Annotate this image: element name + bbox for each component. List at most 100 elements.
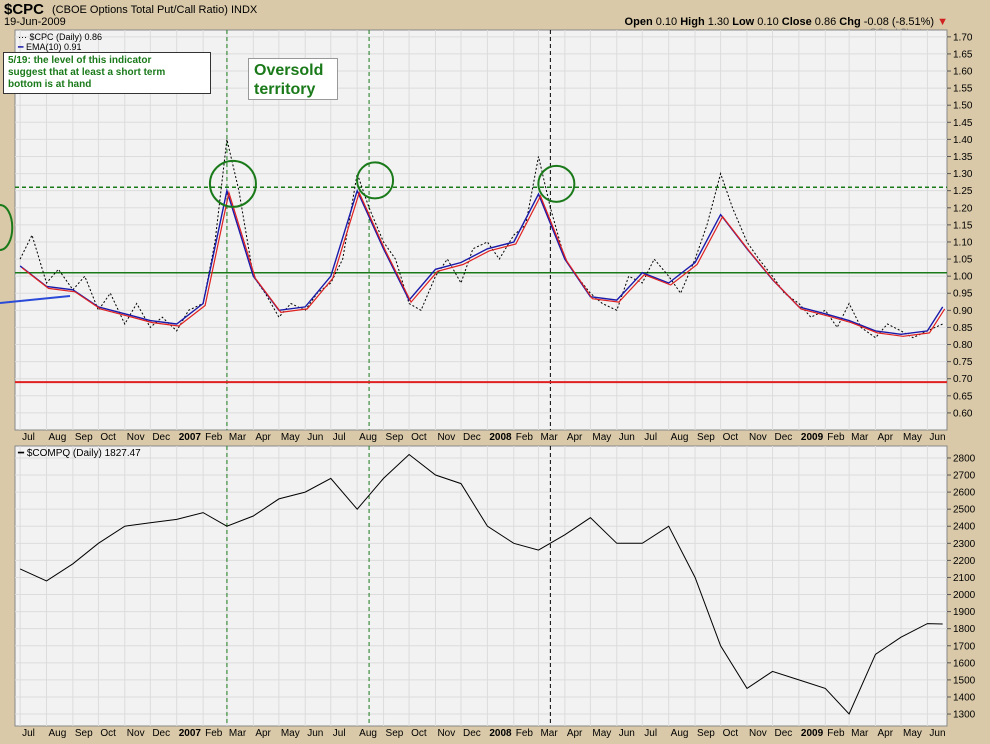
x-tick-label: Sep <box>386 432 404 443</box>
y-tick-label: 1.05 <box>953 255 973 266</box>
oversold-label: Oversold territory <box>248 58 338 100</box>
close-label: Close <box>781 16 812 28</box>
x-tick-label: Apr <box>567 432 583 443</box>
x-tick-label: 2009 <box>801 728 824 739</box>
x-tick-label: Jul <box>644 728 657 739</box>
y-tick-label: 1.55 <box>953 84 973 95</box>
x-tick-label: Mar <box>229 728 247 739</box>
y-tick-label: 1.25 <box>953 186 973 197</box>
trendline-sketch <box>0 295 71 304</box>
legend-ema-label: EMA(10) 0.91 <box>25 42 82 52</box>
x-tick-label: Oct <box>723 432 739 443</box>
x-tick-label: Oct <box>411 432 427 443</box>
legend-compq-label: $COMPQ (Daily) 1827.47 <box>26 448 141 459</box>
y-tick-label: 1.30 <box>953 169 973 180</box>
chart-header: $CPC (CBOE Options Total Put/Call Ratio)… <box>0 0 990 37</box>
x-tick-label: Jun <box>619 728 635 739</box>
x-tick-label: Apr <box>567 728 583 739</box>
x-tick-label: Mar <box>851 432 869 443</box>
y-tick-label: 0.95 <box>953 289 973 300</box>
y-tick-label: 1.45 <box>953 118 973 129</box>
x-tick-label: Apr <box>255 728 271 739</box>
x-tick-label: 2008 <box>489 728 512 739</box>
x-tick-label: Oct <box>100 728 116 739</box>
x-tick-label: Jun <box>307 432 323 443</box>
x-tick-label: May <box>592 432 611 443</box>
x-tick-label: Mar <box>540 432 558 443</box>
x-tick-label: Dec <box>152 728 170 739</box>
x-tick-label: Feb <box>827 432 845 443</box>
x-tick-label: Aug <box>48 432 66 443</box>
y-tick-label: 0.90 <box>953 306 973 317</box>
x-tick-label: Sep <box>697 432 715 443</box>
x-tick-label: Feb <box>516 432 534 443</box>
x-tick-label: May <box>903 432 922 443</box>
highlight-circle <box>537 164 576 203</box>
x-tick-label: Nov <box>749 728 767 739</box>
chg-value: -0.08 (-8.51%) <box>863 16 935 28</box>
x-tick-label: Apr <box>255 432 271 443</box>
y-tick-label: 1900 <box>953 607 976 618</box>
y-tick-label: 1400 <box>953 692 976 703</box>
x-tick-label: Oct <box>100 432 116 443</box>
x-tick-label: 2008 <box>489 432 512 443</box>
oversold-line: Oversold <box>254 62 324 79</box>
compq-panel: Jul Aug Sep Oct Nov Dec 2007 Feb Mar Apr May Jun Jul… <box>14 445 976 739</box>
x-tick-label: Jun <box>619 432 635 443</box>
chart-date: 19-Jun-2009 <box>4 16 66 28</box>
x-tick-label: Sep <box>697 728 715 739</box>
x-tick-label: Jul <box>333 432 346 443</box>
y-tick-label: 1.00 <box>953 272 973 283</box>
edge-highlight-arc <box>0 204 14 251</box>
x-tick-label: Mar <box>229 432 247 443</box>
y-tick-label: 1.50 <box>953 101 973 112</box>
ohlc-readout: Open 0.10 High 1.30 Low 0.10 Close 0.86 … <box>625 16 948 28</box>
x-tick-label: Dec <box>775 728 793 739</box>
x-tick-label: Dec <box>463 728 481 739</box>
x-tick-label: Jun <box>929 728 945 739</box>
x-tick-label: 2007 <box>179 728 202 739</box>
x-tick-label: Feb <box>516 728 534 739</box>
x-tick-label: Feb <box>205 728 223 739</box>
note-line: bottom is at hand <box>8 79 92 90</box>
y-tick-label: 2200 <box>953 556 976 567</box>
ema-smooth-line <box>21 190 946 337</box>
x-tick-label: Oct <box>411 728 427 739</box>
y-tick-label: 1600 <box>953 658 976 669</box>
y-tick-label: 1800 <box>953 624 976 635</box>
x-tick-label: Aug <box>671 432 689 443</box>
down-arrow-icon: ▼ <box>937 16 948 28</box>
y-tick-label: 1.60 <box>953 67 973 78</box>
highlight-circle <box>208 159 257 208</box>
note-line: suggest that at least a short term <box>8 67 166 78</box>
x-tick-label: May <box>281 432 300 443</box>
x-tick-label: Mar <box>851 728 869 739</box>
plot-background <box>14 29 948 431</box>
symbol-title: $CPC <box>4 1 45 18</box>
y-tick-label: 1.70 <box>953 32 973 43</box>
y-tick-label: 2100 <box>953 573 976 584</box>
x-tick-label: Jul <box>333 728 346 739</box>
x-tick-label: Nov <box>127 432 145 443</box>
x-tick-label: Sep <box>386 728 404 739</box>
y-tick-label: 2500 <box>953 505 976 516</box>
chg-label: Chg <box>839 16 861 28</box>
y-tick-label: 1.40 <box>953 135 973 146</box>
open-label: Open <box>624 16 653 28</box>
x-tick-label: Jul <box>22 432 35 443</box>
oversold-line: territory <box>254 81 316 98</box>
x-tick-label: Dec <box>463 432 481 443</box>
y-tick-label: 0.75 <box>953 357 973 368</box>
x-tick-label: Oct <box>723 728 739 739</box>
open-value: 0.10 <box>655 16 678 28</box>
low-value: 0.10 <box>757 16 779 28</box>
close-value: 0.86 <box>814 16 837 28</box>
x-tick-label: Dec <box>775 432 793 443</box>
x-tick-label: Aug <box>671 728 689 739</box>
x-tick-label: Dec <box>152 432 170 443</box>
high-label: High <box>680 16 705 28</box>
compq-swatch-icon: ━ <box>18 448 25 459</box>
y-tick-label: 1.10 <box>953 237 973 248</box>
y-tick-label: 0.85 <box>953 323 973 334</box>
